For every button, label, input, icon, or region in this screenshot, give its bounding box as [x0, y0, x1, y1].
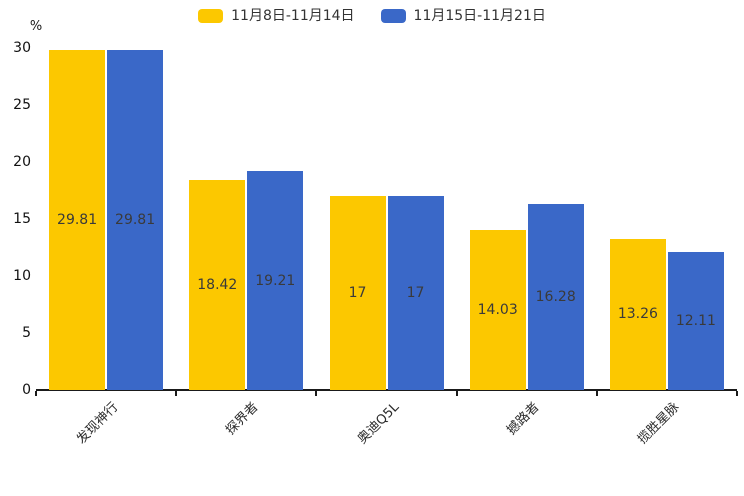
legend-swatch-icon	[380, 9, 406, 23]
bar	[387, 196, 444, 390]
chart-legend: 11月8日-11月14日 11月15日-11月21日	[0, 7, 744, 25]
bar-value-label: 18.42	[197, 277, 238, 293]
y-axis-tick-label: 0	[22, 382, 31, 398]
bar	[527, 204, 584, 390]
bar-value-label: 14.03	[477, 302, 518, 319]
bar	[189, 180, 246, 390]
x-axis-tick-mark	[315, 391, 318, 396]
bar	[469, 230, 526, 390]
bar-value-label: 29.81	[115, 212, 156, 229]
bar	[609, 238, 666, 390]
x-axis-tick-mark	[595, 391, 598, 396]
bar	[247, 171, 304, 390]
bar-value-label: 17	[406, 285, 425, 302]
x-axis-tick-mark	[175, 391, 178, 396]
bar-value-label: 29.81	[57, 212, 98, 229]
bar-value-label: 17	[348, 285, 367, 302]
y-axis-tick-label: 25	[13, 97, 31, 113]
x-axis-tick-mark	[35, 391, 37, 396]
bar	[329, 196, 386, 390]
x-axis-category-label: 发现神行	[74, 399, 122, 448]
bar-value-label: 19.21	[255, 272, 296, 289]
x-axis-category-label: 奥迪Q5L	[354, 399, 402, 448]
x-axis-tick-mark	[455, 391, 458, 396]
x-axis-line	[36, 389, 737, 391]
legend-label: 11月8日-11月14日	[231, 8, 355, 24]
x-axis-category-label: 撼路者	[503, 399, 543, 439]
legend-item: 11月8日-11月14日	[198, 7, 355, 25]
y-axis-tick-label: 20	[13, 154, 31, 170]
x-axis-category-label: 揽胜星脉	[634, 399, 683, 448]
x-axis-tick-mark	[736, 391, 738, 396]
legend-swatch-icon	[198, 9, 224, 23]
bar-value-label: 13.26	[617, 306, 658, 323]
bar-value-label: 16.28	[535, 289, 576, 306]
bar-value-label: 12.11	[675, 312, 716, 329]
bar	[49, 50, 106, 390]
bar	[667, 251, 724, 390]
y-axis-unit-label: %	[29, 19, 43, 34]
legend-item: 11月15日-11月21日	[380, 7, 546, 25]
y-axis-tick-label: 15	[13, 211, 31, 227]
y-axis-tick-label: 5	[22, 325, 31, 341]
legend-label: 11月15日-11月21日	[413, 8, 546, 24]
x-axis-category-label: 探界者	[223, 399, 262, 439]
y-axis-tick-label: 30	[13, 40, 31, 56]
bar	[107, 50, 164, 390]
y-axis-tick-label: 10	[13, 268, 31, 284]
